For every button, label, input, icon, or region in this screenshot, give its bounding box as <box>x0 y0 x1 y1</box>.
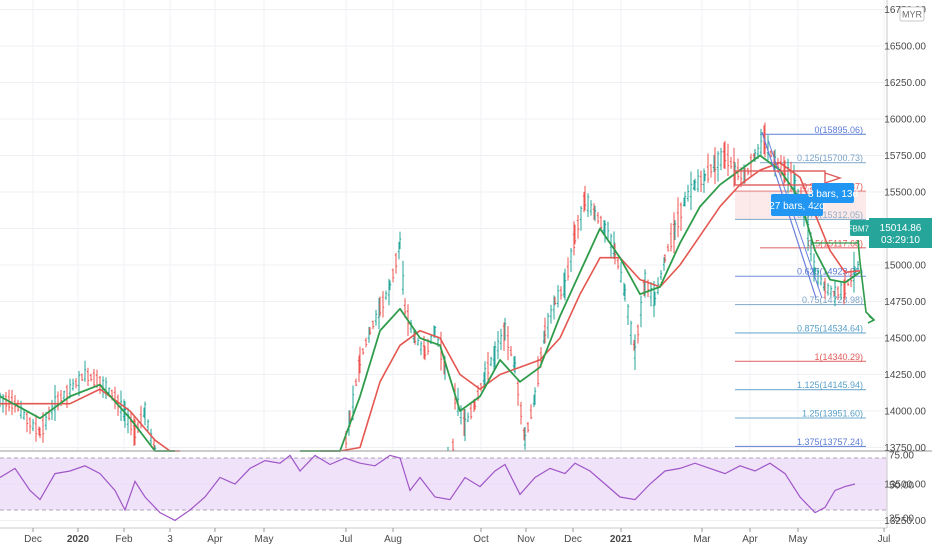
ema-slow-line <box>0 388 180 452</box>
time-tick-label: Dec <box>564 534 582 545</box>
price-tick-label: 16250.00 <box>884 78 926 89</box>
time-tick-label: Apr <box>207 534 223 545</box>
price-tick-label: 13750.00 <box>884 443 926 454</box>
range-box <box>734 170 826 186</box>
time-tick-label: Apr <box>742 534 758 545</box>
price-tick-label: 15750.00 <box>884 151 926 162</box>
price-tick-label: 15000.00 <box>884 261 926 272</box>
fib-label: 0(15895.06) <box>814 125 863 135</box>
currency-badge-text: MYR <box>902 10 923 20</box>
time-tick-label: May <box>255 534 274 545</box>
fib-label: 1.375(13757.24) <box>797 437 863 447</box>
fib-label: 0.75(14728.98) <box>802 295 863 305</box>
time-tick-label: May <box>789 534 808 545</box>
fib-label: 1.125(14145.94) <box>797 380 863 390</box>
rsi-tick-label: 75.00 <box>889 451 914 462</box>
time-tick-label: Aug <box>384 534 402 545</box>
countdown-text: 03:29:10 <box>881 235 920 246</box>
price-tick-label: 14750.00 <box>884 297 926 308</box>
moving-averages <box>0 154 861 452</box>
price-tick-label: 14500.00 <box>884 334 926 345</box>
fib-label: 0.125(15700.73) <box>797 153 863 163</box>
measure-label-left[interactable]: 27 bars, 42d <box>769 194 825 216</box>
time-tick-label: Feb <box>115 534 133 545</box>
fib-label: 0.875(14534.64) <box>797 323 863 333</box>
last-price-label[interactable]: 15014.86 03:29:10 <box>869 218 932 248</box>
price-tick-label: 14000.00 <box>884 407 926 418</box>
range-arrow <box>824 172 843 184</box>
trend-line-blue-2 <box>767 139 823 299</box>
symbol-label-text: FBM70 <box>848 225 874 234</box>
rsi-tick-label: 25.00 <box>889 514 914 525</box>
price-tick-label: 13500.00 <box>884 480 926 491</box>
time-tick-label: Jul <box>878 534 891 545</box>
price-tick-label: 15500.00 <box>884 188 926 199</box>
ema-slow-line <box>320 162 861 452</box>
time-tick-label: Jul <box>340 534 353 545</box>
price-tick-label: 16500.00 <box>884 42 926 53</box>
measure-label-right[interactable]: 8 bars, 13d <box>808 183 858 203</box>
price-axis[interactable]: 17000.0016750.0016500.0016250.0016000.00… <box>884 0 926 550</box>
rsi-band <box>0 458 887 510</box>
price-tick-label: 16000.00 <box>884 115 926 126</box>
measure-label-left-text: 27 bars, 42d <box>769 201 825 212</box>
measure-label-right-text: 8 bars, 13d <box>808 189 858 200</box>
fib-label: 1(14340.29) <box>814 352 863 362</box>
time-tick-label: 2020 <box>67 534 90 545</box>
time-tick-label: Nov <box>517 534 535 545</box>
fib-label: 1.25(13951.60) <box>802 409 863 419</box>
ema-fast-line <box>300 154 861 452</box>
price-bars <box>0 122 860 452</box>
rsi-tick-label: 50.00 <box>889 481 914 492</box>
fib-label: 0.375(15312.05) <box>797 210 863 220</box>
time-tick-label: Mar <box>693 534 711 545</box>
time-tick-label: 2021 <box>610 534 633 545</box>
currency-badge[interactable]: MYR <box>899 6 925 22</box>
symbol-label[interactable]: FBM70 <box>848 220 874 236</box>
price-tick-label: 14250.00 <box>884 370 926 381</box>
rsi-line <box>0 454 856 522</box>
time-tick-label: Oct <box>473 534 489 545</box>
last-price-text: 15014.86 <box>880 223 922 234</box>
time-tick-label: 3 <box>167 534 173 545</box>
time-tick-label: Dec <box>24 534 42 545</box>
projection-line <box>857 239 875 321</box>
price-tick-label: 13250.00 <box>884 516 926 527</box>
time-axis[interactable]: Dec 2020 Feb 3 Apr May Jul Aug Oct Nov Dec 2021 Mar A… <box>24 528 890 545</box>
fib-label: 0.625(14923.36) <box>797 267 863 277</box>
rsi-pane[interactable] <box>0 454 887 522</box>
projection-arrow <box>867 315 876 324</box>
rsi-axis[interactable]: 75.00 50.00 25.00 <box>889 451 914 525</box>
